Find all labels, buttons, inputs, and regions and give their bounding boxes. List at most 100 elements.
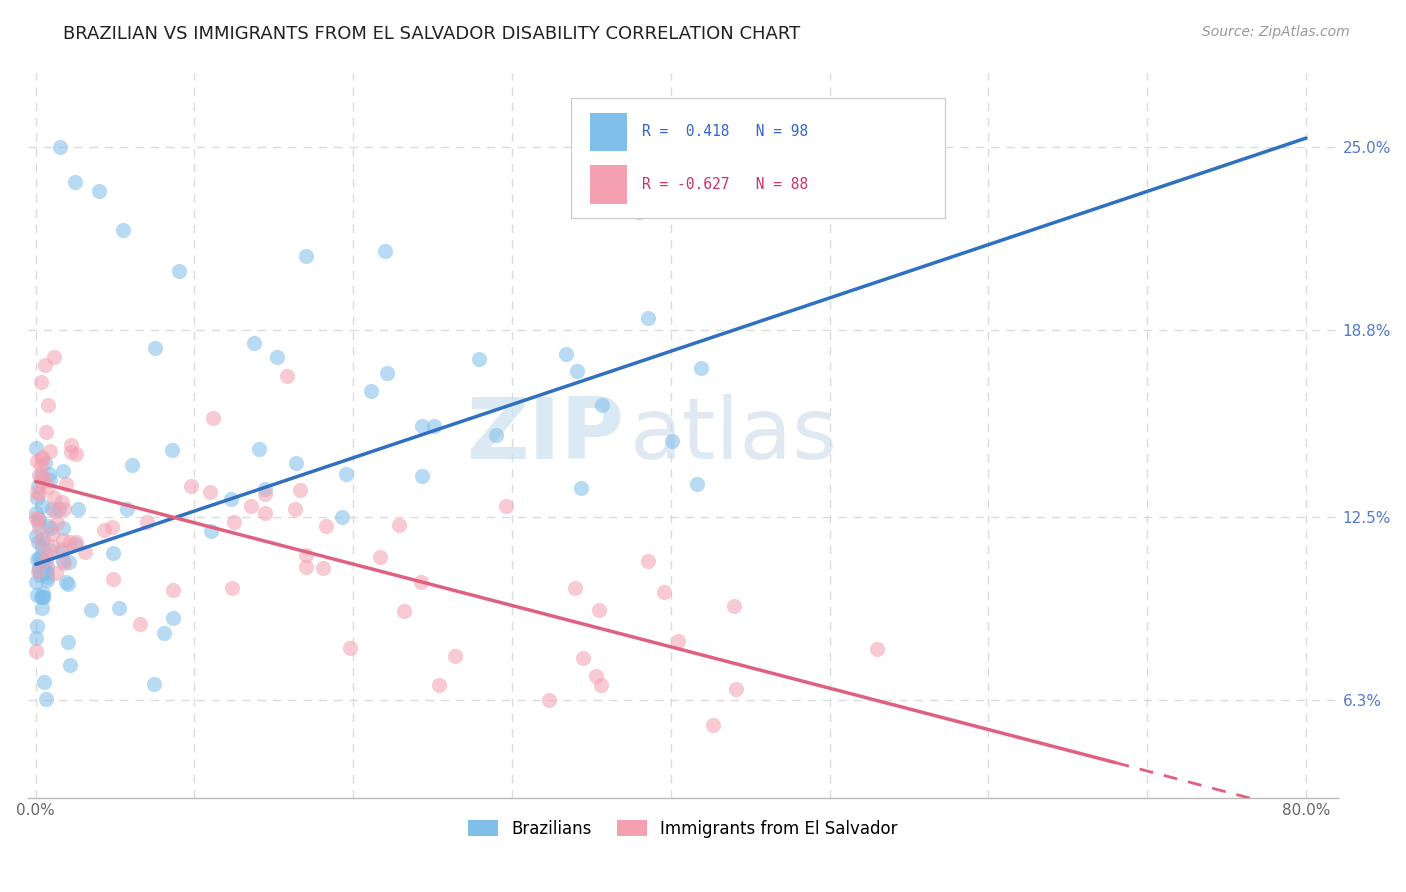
Point: [423, 419, 446, 434]
Point: [44, 504, 66, 518]
Point: [52, 533, 75, 547]
Point: [108, 601, 131, 615]
Point: [63, 537, 86, 551]
Point: [567, 364, 589, 378]
Point: [254, 487, 277, 501]
Point: [219, 491, 242, 506]
Point: [58, 657, 80, 672]
Point: [28, 560, 51, 574]
Point: [135, 516, 157, 530]
Point: [93, 523, 115, 537]
Point: [56, 635, 79, 649]
Point: [288, 483, 311, 497]
Point: [143, 676, 166, 690]
Point: [28, 487, 51, 501]
Point: [31, 499, 53, 513]
Point: [121, 458, 143, 473]
Point: [167, 264, 190, 278]
Point: [162, 611, 184, 625]
Point: [652, 585, 675, 599]
Point: [689, 361, 711, 376]
Point: [162, 582, 184, 597]
Point: [65, 534, 87, 549]
Point: [554, 347, 576, 361]
Point: [32, 532, 55, 546]
Point: [55, 477, 77, 491]
Point: [34, 675, 56, 690]
Point: [427, 678, 450, 692]
Point: [51, 494, 73, 508]
Point: [368, 549, 391, 564]
Point: [360, 384, 382, 399]
Point: [444, 649, 467, 664]
Point: [339, 640, 361, 655]
Point: [247, 442, 270, 456]
Point: [200, 524, 222, 539]
Point: [315, 518, 337, 533]
Point: [24, 441, 46, 455]
Point: [284, 502, 307, 516]
Point: [52, 521, 75, 535]
Point: [32, 470, 55, 484]
Point: [569, 481, 592, 495]
Point: [276, 368, 298, 383]
Point: [221, 581, 243, 595]
Point: [409, 574, 432, 589]
Point: [27, 535, 49, 549]
Point: [38, 467, 60, 481]
Point: [34, 553, 56, 567]
Point: [25, 506, 48, 520]
Text: Source: ZipAtlas.com: Source: ZipAtlas.com: [1202, 25, 1350, 39]
Point: [45, 566, 67, 580]
Point: [35, 564, 58, 578]
Point: [666, 633, 689, 648]
Point: [52, 464, 75, 478]
Point: [180, 479, 202, 493]
Point: [266, 350, 288, 364]
Point: [686, 476, 709, 491]
Point: [30, 533, 52, 548]
Point: [240, 499, 263, 513]
Point: [335, 467, 357, 481]
Point: [35, 566, 58, 580]
Point: [25, 454, 48, 468]
Point: [31, 541, 53, 555]
Point: [37, 480, 59, 494]
Point: [152, 625, 174, 640]
Point: [37, 519, 59, 533]
Point: [27, 512, 49, 526]
Point: [637, 554, 659, 568]
Point: [39, 543, 62, 558]
Point: [27, 515, 49, 529]
Point: [25, 619, 48, 633]
Point: [39, 443, 62, 458]
Point: [866, 642, 889, 657]
Point: [51, 544, 73, 558]
Point: [37, 398, 59, 412]
Point: [661, 434, 683, 449]
Point: [28, 564, 51, 578]
Point: [30, 458, 52, 472]
Point: [591, 678, 613, 692]
Point: [30, 567, 52, 582]
Point: [73, 545, 96, 559]
Point: [411, 419, 433, 434]
Point: [46, 516, 69, 530]
Point: [31, 600, 53, 615]
Point: [27, 512, 49, 526]
Point: [66, 501, 89, 516]
Point: [112, 223, 135, 237]
Point: [495, 500, 517, 514]
Point: [42, 350, 65, 364]
Point: [295, 559, 318, 574]
Point: [55, 574, 77, 589]
Point: [537, 693, 560, 707]
Point: [628, 205, 651, 219]
Point: [41, 520, 63, 534]
Point: [59, 438, 82, 452]
Point: [162, 443, 184, 458]
Text: BRAZILIAN VS IMMIGRANTS FROM EL SALVADOR DISABILITY CORRELATION CHART: BRAZILIAN VS IMMIGRANTS FROM EL SALVADOR…: [63, 25, 800, 43]
Point: [25, 510, 48, 524]
Point: [377, 366, 399, 380]
Point: [53, 556, 76, 570]
